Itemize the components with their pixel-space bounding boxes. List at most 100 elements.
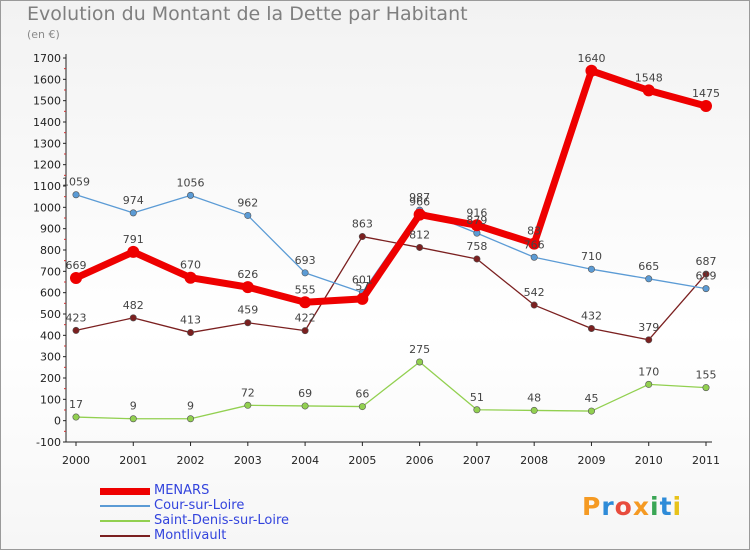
data-point — [473, 255, 481, 263]
x-tick-label: 2000 — [62, 454, 90, 467]
data-label: 170 — [638, 365, 659, 378]
data-label: 879 — [466, 214, 487, 227]
data-point — [241, 281, 254, 294]
data-label: 17 — [69, 398, 83, 411]
y-tick-label: 1300 — [33, 137, 61, 150]
data-label: 626 — [237, 268, 258, 281]
data-label: 601 — [352, 273, 373, 286]
data-label: 791 — [123, 233, 144, 246]
data-label: 1475 — [692, 87, 720, 100]
legend-swatch — [100, 535, 150, 537]
legend-swatch — [100, 505, 150, 507]
data-point — [416, 358, 424, 366]
data-point — [299, 296, 312, 309]
legend-label: Saint-Denis-sur-Loire — [154, 513, 290, 528]
data-label: 669 — [66, 259, 87, 272]
y-tick-label: 700 — [40, 265, 61, 278]
data-point — [587, 407, 595, 415]
data-label: 45 — [584, 392, 598, 405]
data-label: 482 — [123, 299, 144, 312]
data-label: 66 — [355, 388, 369, 401]
data-point — [587, 265, 595, 273]
y-tick-label: -100 — [36, 436, 61, 449]
data-point — [244, 401, 252, 409]
y-tick-label: 1200 — [33, 159, 61, 172]
data-label: 966 — [409, 196, 430, 209]
data-label: 710 — [581, 250, 602, 263]
data-point — [184, 271, 197, 284]
data-point — [129, 209, 137, 217]
series-line-cour-sur-loire — [75, 194, 707, 294]
data-point — [642, 84, 655, 97]
data-point — [413, 208, 426, 221]
x-tick-label: 2011 — [692, 454, 720, 467]
y-tick-label: 900 — [40, 223, 61, 236]
legend-label: Cour-sur-Loire — [154, 498, 245, 513]
data-label: 619 — [696, 270, 717, 283]
data-label: 69 — [298, 387, 312, 400]
logo-letter: i — [650, 492, 660, 521]
y-tick-label: 800 — [40, 244, 61, 257]
y-tick-label: 1100 — [33, 180, 61, 193]
data-label: 432 — [581, 310, 602, 323]
data-label: 1056 — [177, 176, 205, 189]
x-tick-label: 2008 — [520, 454, 548, 467]
y-tick-label: 0 — [54, 415, 61, 428]
data-point — [187, 191, 195, 199]
legend-swatch — [100, 520, 150, 522]
data-label: 413 — [180, 314, 201, 327]
y-tick-label: 500 — [40, 308, 61, 321]
data-point — [244, 211, 252, 219]
data-label: 665 — [638, 260, 659, 273]
data-point — [416, 243, 424, 251]
x-tick-label: 2004 — [291, 454, 319, 467]
data-label: 812 — [409, 228, 430, 241]
data-point — [358, 403, 366, 411]
data-point — [187, 415, 195, 423]
x-tick-label: 2001 — [119, 454, 147, 467]
data-label: 422 — [295, 312, 316, 325]
data-point — [129, 415, 137, 423]
x-tick-label: 2003 — [234, 454, 262, 467]
x-tick-label: 2010 — [635, 454, 663, 467]
series-line-saint-denis-sur-loire — [75, 361, 707, 420]
chart-title: Evolution du Montant de la Dette par Hab… — [27, 3, 468, 25]
data-label: 1548 — [635, 71, 663, 84]
legend-label: Montlivault — [154, 528, 227, 543]
data-point — [301, 269, 309, 277]
data-label: 155 — [696, 369, 717, 382]
data-point — [702, 270, 710, 278]
y-tick-label: 1600 — [33, 73, 61, 86]
y-tick-label: 1700 — [33, 52, 61, 65]
data-label: 275 — [409, 343, 430, 356]
data-point — [127, 245, 140, 258]
chart-subtitle: (en €) — [27, 28, 60, 41]
x-tick-label: 2006 — [406, 454, 434, 467]
data-point — [301, 327, 309, 335]
x-tick-label: 2002 — [177, 454, 205, 467]
data-label: 1640 — [577, 52, 605, 65]
data-point — [587, 325, 595, 333]
logo-letter: o — [614, 492, 633, 521]
data-label: 863 — [352, 218, 373, 231]
data-point — [645, 380, 653, 388]
data-point — [473, 406, 481, 414]
data-point — [702, 384, 710, 392]
data-label: 916 — [466, 206, 487, 219]
data-point — [585, 64, 598, 77]
y-tick-label: 200 — [40, 372, 61, 385]
logo-letter: t — [659, 492, 673, 521]
data-point — [700, 100, 712, 112]
logo-letter: i — [672, 492, 683, 521]
data-label: 670 — [180, 259, 201, 272]
data-label: 9 — [187, 400, 194, 413]
data-point — [187, 329, 195, 337]
series-line-montlivault — [75, 235, 707, 341]
data-point — [72, 326, 80, 334]
data-point — [70, 271, 82, 284]
data-point — [72, 413, 80, 421]
y-tick-label: 300 — [40, 351, 61, 364]
x-tick-label: 2007 — [463, 454, 491, 467]
proxiti-logo: Proxiti — [582, 492, 682, 521]
